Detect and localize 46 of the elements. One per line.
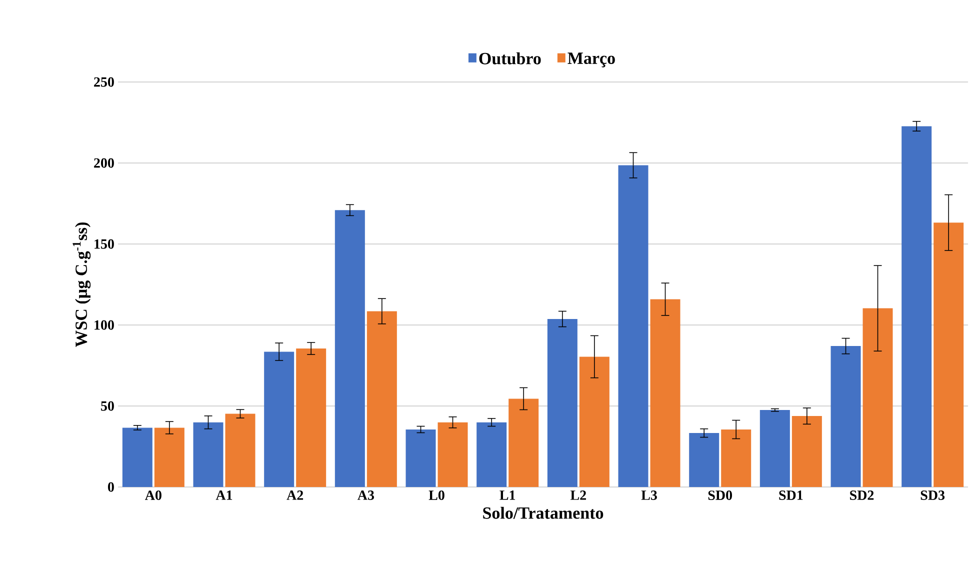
x-tick-label: A0 (145, 490, 162, 500)
bar (334, 210, 365, 487)
y-tick-label: 250 (94, 77, 114, 87)
y-tick-label: 50 (101, 401, 114, 411)
bar (296, 348, 326, 487)
x-tick-label: SD3 (920, 490, 945, 500)
bar (508, 398, 539, 487)
legend-label: Março (568, 52, 615, 68)
x-tick-label: A1 (216, 490, 232, 500)
bar (902, 126, 932, 487)
bar (618, 165, 648, 487)
bar (862, 308, 893, 487)
y-tick-label: 0 (108, 482, 114, 492)
y-tick-label: 150 (94, 239, 114, 249)
x-tick-label: SD0 (708, 490, 732, 500)
bar (438, 422, 468, 487)
bar (721, 429, 752, 487)
bar (760, 410, 790, 487)
bar (830, 346, 861, 487)
x-tick-label: SD2 (850, 490, 874, 500)
bar (406, 429, 436, 487)
x-tick-label: A2 (286, 490, 304, 500)
bar (650, 299, 680, 487)
bar (264, 352, 294, 487)
x-tick-label: L3 (641, 490, 657, 500)
y-tick-label: 200 (94, 158, 114, 168)
bar (154, 428, 184, 487)
x-tick-label: L1 (500, 490, 516, 500)
bar (122, 428, 152, 487)
bar (579, 356, 610, 487)
x-tick-label: L0 (428, 490, 444, 500)
bar (689, 433, 720, 487)
bar (366, 311, 397, 487)
bar (476, 422, 507, 487)
x-tick-label: A3 (358, 490, 374, 500)
x-axis-title: Solo/Tratamento (483, 506, 604, 519)
x-tick-label: L2 (570, 490, 586, 500)
bar (547, 319, 578, 487)
bar (193, 422, 224, 487)
y-axis-title: WSC (µg C.g$^{-1}$ss) (72, 222, 91, 348)
bar (792, 416, 822, 487)
bar (934, 222, 964, 487)
x-tick-label: SD1 (779, 490, 803, 500)
y-tick-label: 100 (94, 320, 114, 330)
legend-label: Outubro (479, 52, 541, 64)
bar (225, 414, 256, 487)
